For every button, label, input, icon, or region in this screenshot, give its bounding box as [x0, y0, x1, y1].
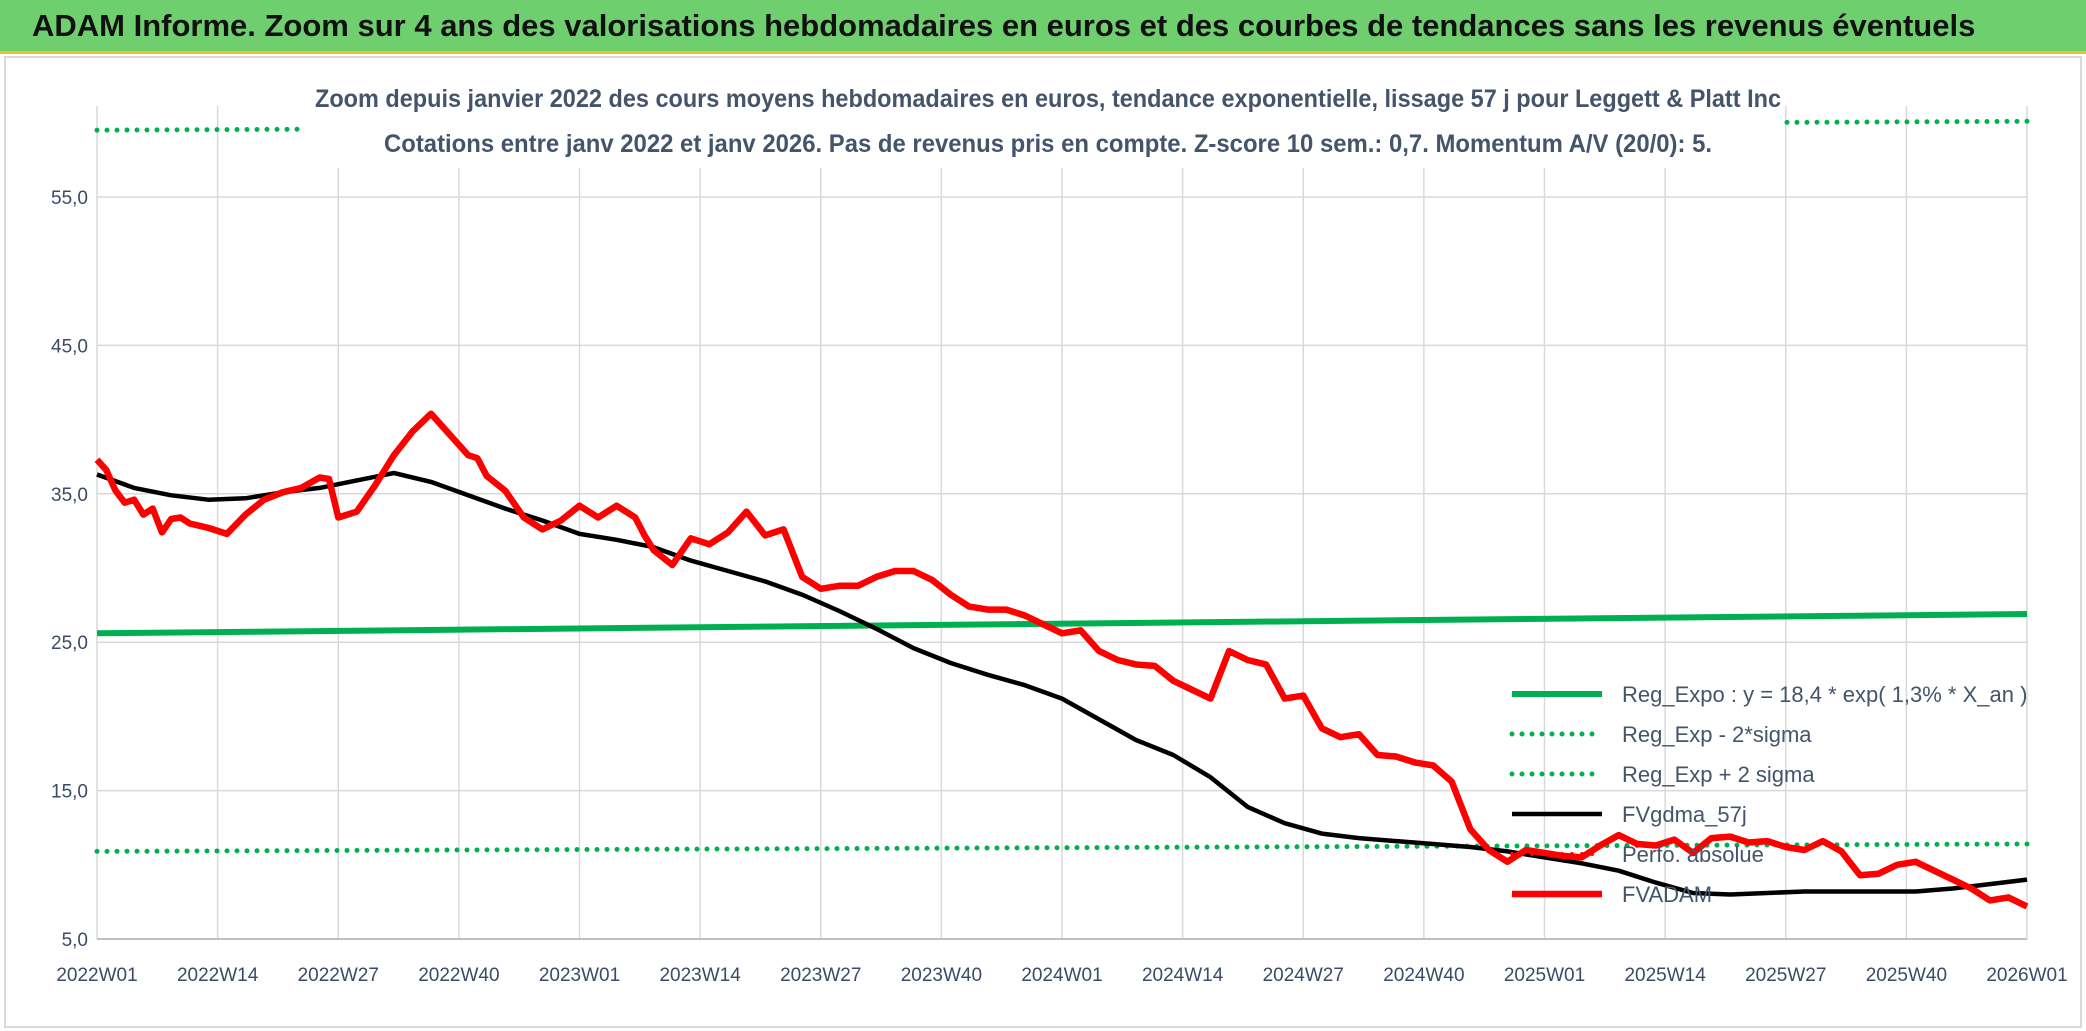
legend-label: FVADAM: [1622, 882, 1712, 907]
y-tick-label: 45,0: [51, 336, 88, 357]
series-line: [94, 410, 2029, 910]
x-tick-label: 2023W14: [659, 965, 741, 986]
x-tick-label: 2025W01: [1504, 965, 1585, 986]
x-tick-label: 2024W01: [1021, 965, 1102, 986]
legend-label: Reg_Expo : y = 18,4 * exp( 1,3% * X_an ): [1622, 682, 2027, 707]
x-tick-label: 2026W01: [1986, 965, 2067, 986]
x-tick-label: 2023W27: [780, 965, 861, 986]
title-banner: ADAM Informe. Zoom sur 4 ans des valoris…: [0, 0, 2086, 54]
y-tick-label: 35,0: [51, 485, 88, 506]
y-tick-label: 15,0: [51, 782, 88, 803]
y-tick-label: 5,0: [62, 930, 88, 951]
legend-label: FVgdma_57j: [1622, 802, 1747, 827]
x-tick-label: 2022W01: [56, 965, 137, 986]
chart-title: Zoom depuis janvier 2022 des cours moyen…: [315, 85, 1781, 113]
x-tick-label: 2023W40: [901, 965, 982, 986]
x-tick-label: 2022W27: [298, 965, 379, 986]
x-tick-label: 2024W40: [1383, 965, 1464, 986]
y-tick-label: 55,0: [51, 188, 88, 209]
x-tick-label: 2024W27: [1263, 965, 1344, 986]
chart-subtitle: Cotations entre janv 2022 et janv 2026. …: [384, 130, 1712, 158]
x-tick-label: 2025W40: [1866, 965, 1947, 986]
legend-label: Reg_Exp + 2 sigma: [1622, 762, 1815, 787]
legend-label: Reg_Exp - 2*sigma: [1622, 722, 1812, 747]
x-tick-label: 2022W14: [177, 965, 259, 986]
legend-label: Perfo. absolue: [1622, 842, 1764, 867]
x-tick-label: 2025W27: [1745, 965, 1826, 986]
chart-frame: [4, 56, 2082, 1028]
x-tick-label: 2022W40: [418, 965, 499, 986]
x-tick-label: 2025W14: [1624, 965, 1706, 986]
x-tick-label: 2023W01: [539, 965, 620, 986]
series-line: [96, 470, 2028, 897]
x-tick-label: 2024W14: [1142, 965, 1224, 986]
series-line: [96, 611, 2028, 637]
banner-title: ADAM Informe. Zoom sur 4 ans des valoris…: [32, 8, 1976, 43]
title-backdrop: [300, 68, 1780, 168]
y-tick-label: 25,0: [51, 633, 88, 654]
